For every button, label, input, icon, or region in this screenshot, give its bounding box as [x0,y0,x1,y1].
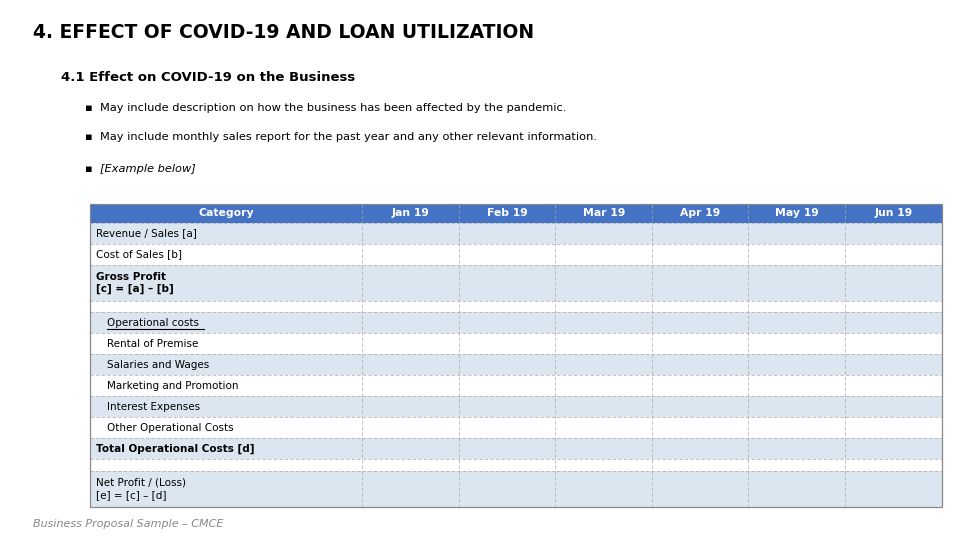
Text: Marketing and Promotion: Marketing and Promotion [107,381,238,391]
Text: Rental of Premise: Rental of Premise [107,339,199,349]
Text: Apr 19: Apr 19 [680,208,720,218]
Bar [90,438,942,460]
Text: Gross Profit
[c] = [a] – [b]: Gross Profit [c] = [a] – [b] [96,272,174,294]
Bar [90,312,942,333]
Bar [90,333,942,354]
Text: May 19: May 19 [775,208,819,218]
Text: Cost of Sales [b]: Cost of Sales [b] [96,249,182,260]
Bar [90,417,942,438]
Text: 4.1 Effect on COVID-19 on the Business: 4.1 Effect on COVID-19 on the Business [61,71,355,84]
Text: Salaries and Wages: Salaries and Wages [107,360,209,370]
Bar [90,204,942,507]
Text: Jan 19: Jan 19 [392,208,429,218]
Text: Total Operational Costs [d]: Total Operational Costs [d] [96,444,255,454]
Bar [90,460,942,471]
Text: Jun 19: Jun 19 [875,208,912,218]
Bar [90,301,942,312]
Text: ▪  [Example below]: ▪ [Example below] [85,164,196,174]
Text: Net Profit / (Loss)
[e] = [c] – [d]: Net Profit / (Loss) [e] = [c] – [d] [96,477,186,500]
Bar [90,471,942,507]
Text: Mar 19: Mar 19 [583,208,625,218]
Text: Business Proposal Sample – CMCE: Business Proposal Sample – CMCE [33,519,223,529]
Bar [90,265,942,301]
Text: Category: Category [199,208,253,218]
Text: ▪  May include monthly sales report for the past year and any other relevant inf: ▪ May include monthly sales report for t… [85,132,597,142]
Text: Feb 19: Feb 19 [487,208,528,218]
Bar [90,204,942,223]
Text: Other Operational Costs: Other Operational Costs [107,423,233,433]
Text: Revenue / Sales [a]: Revenue / Sales [a] [96,228,198,239]
Bar [90,223,942,244]
Text: ▪  May include description on how the business has been affected by the pandemic: ▪ May include description on how the bus… [85,103,566,112]
Bar [90,354,942,375]
Text: 4. EFFECT OF COVID-19 AND LOAN UTILIZATION: 4. EFFECT OF COVID-19 AND LOAN UTILIZATI… [33,23,534,42]
Text: Operational costs: Operational costs [107,318,199,328]
Bar [90,396,942,417]
Bar [90,244,942,265]
Bar [90,375,942,396]
Text: Interest Expenses: Interest Expenses [107,402,200,412]
